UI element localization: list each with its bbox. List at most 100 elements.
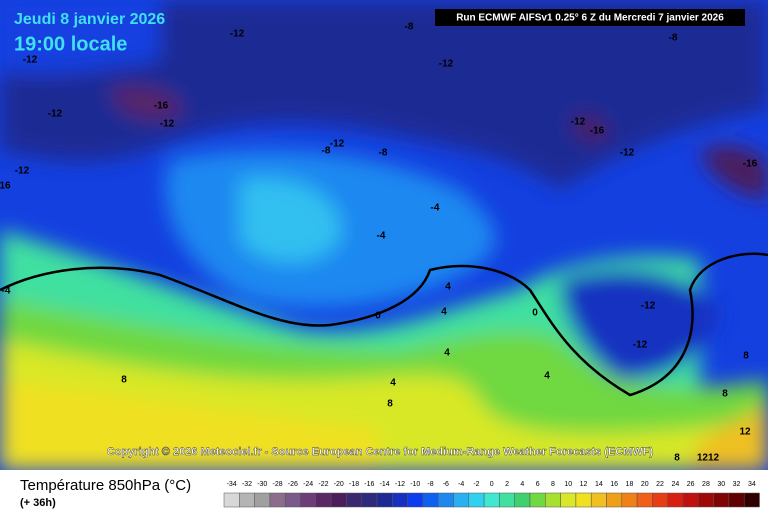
scale-label: -4: [458, 481, 464, 488]
scale-label: 0: [490, 481, 494, 488]
color-scale: -34 -32 -30 -28 -26 -24 -22 -20 -18 -16 -14 -12 -10-…: [223, 481, 760, 508]
scale-swatch: [575, 492, 592, 508]
contour-label: 4: [390, 378, 396, 389]
scale-swatch: [422, 492, 439, 508]
contour-label: 1212: [697, 453, 720, 464]
contour-label: -16: [743, 159, 758, 170]
contour-label: 8: [722, 389, 728, 400]
legend-title: Température 850hPa (°C): [20, 477, 191, 494]
scale-swatch: [682, 492, 699, 508]
contour-label: 8: [387, 399, 393, 410]
contour-label: 8: [674, 453, 680, 464]
scale-swatch: [361, 492, 378, 508]
scale-swatch: [560, 492, 577, 508]
contour-label: 0: [375, 311, 381, 322]
scale-label: -18: [349, 481, 359, 488]
scale-label: -20: [334, 481, 344, 488]
contour-label: -8: [405, 22, 414, 33]
scale-swatch: [545, 492, 561, 508]
contour-label: -4: [431, 203, 440, 214]
contour-label: -12: [633, 340, 648, 351]
scale-label: 14: [595, 481, 603, 488]
time: 19:00 locale: [14, 33, 127, 55]
scale-label: 6: [536, 481, 540, 488]
contour-label: -4: [2, 286, 11, 297]
scale-label: 22: [656, 481, 664, 488]
scale-swatch: [407, 492, 424, 508]
scale-label: 18: [626, 481, 634, 488]
contour-label: -4: [377, 231, 386, 242]
scale-swatch: [636, 492, 653, 508]
scale-swatch: [514, 492, 531, 508]
scale-label: -22: [318, 481, 328, 488]
scale-swatch: [529, 492, 546, 508]
scale-swatch: [453, 492, 470, 508]
contour-label: 4: [445, 282, 451, 293]
contour-label: 4: [441, 307, 447, 318]
scale-label: 16: [610, 481, 618, 488]
scale-swatch: [606, 492, 623, 508]
copyright: Copyright © 2026 Meteociel.fr - Source E…: [107, 446, 654, 458]
scale-label: 20: [641, 481, 649, 488]
scale-swatch: [468, 492, 485, 508]
scale-swatch: [698, 492, 714, 508]
scale-label: -10: [410, 481, 420, 488]
scale-swatch: [223, 492, 240, 508]
temperature-fields: [0, 0, 768, 470]
scale-swatch: [330, 492, 347, 508]
contour-label: -12: [48, 109, 63, 120]
scale-label: 2: [505, 481, 509, 488]
contour-label: -12: [571, 117, 586, 128]
scale-label: -32: [242, 481, 252, 488]
scale-label: -30: [257, 481, 267, 488]
contour-label: 0: [532, 308, 538, 319]
run-info: Run ECMWF AIFSv1 0.25° 6 Z du Mercredi 7…: [456, 13, 724, 24]
scale-label: 26: [687, 481, 695, 488]
contour-label: -16: [590, 126, 605, 137]
scale-label: 4: [520, 481, 524, 488]
contour-label: 8: [121, 375, 127, 386]
scale-swatch: [254, 492, 271, 508]
contour-label: 4: [544, 371, 550, 382]
scale-swatch: [652, 492, 668, 508]
scale-label: 24: [671, 481, 679, 488]
scale-label: -26: [288, 481, 298, 488]
contour-label: 8: [743, 351, 749, 362]
contour-label: -16: [154, 101, 169, 112]
contour-label: -12: [23, 55, 38, 66]
scale-label: -6: [443, 481, 449, 488]
scale-label: -8: [427, 481, 433, 488]
scale-swatch: [621, 492, 638, 508]
contour-label: -12: [620, 148, 635, 159]
contour-label: -12: [330, 139, 345, 150]
scale-label: -28: [272, 481, 282, 488]
scale-label: -16: [364, 481, 374, 488]
scale-label: 32: [733, 481, 741, 488]
scale-swatch: [743, 492, 760, 508]
scale-label: 10: [564, 481, 572, 488]
scale-label: -12: [395, 481, 405, 488]
scale-label: 8: [551, 481, 555, 488]
contour-label: -8: [322, 146, 331, 157]
zero-isotherm: [0, 252, 768, 397]
contour-label: -8: [379, 148, 388, 159]
contour-label: -12: [641, 301, 656, 312]
scale-label: -2: [473, 481, 479, 488]
contour-label: -12: [160, 119, 175, 130]
scale-swatch: [269, 492, 286, 508]
scale-swatch: [376, 492, 393, 508]
scale-label: 12: [580, 481, 588, 488]
scale-swatch: [437, 492, 454, 508]
scale-swatch: [392, 492, 408, 508]
contour-label: -12: [439, 59, 454, 70]
scale-swatch: [284, 492, 301, 508]
contour-label: -12: [15, 166, 30, 177]
scale-swatch: [483, 492, 500, 508]
scale-swatch: [315, 492, 332, 508]
contour-label: 12: [739, 427, 751, 438]
run-box: [435, 9, 745, 26]
contour-label: -8: [669, 33, 678, 44]
scale-label: 30: [717, 481, 725, 488]
